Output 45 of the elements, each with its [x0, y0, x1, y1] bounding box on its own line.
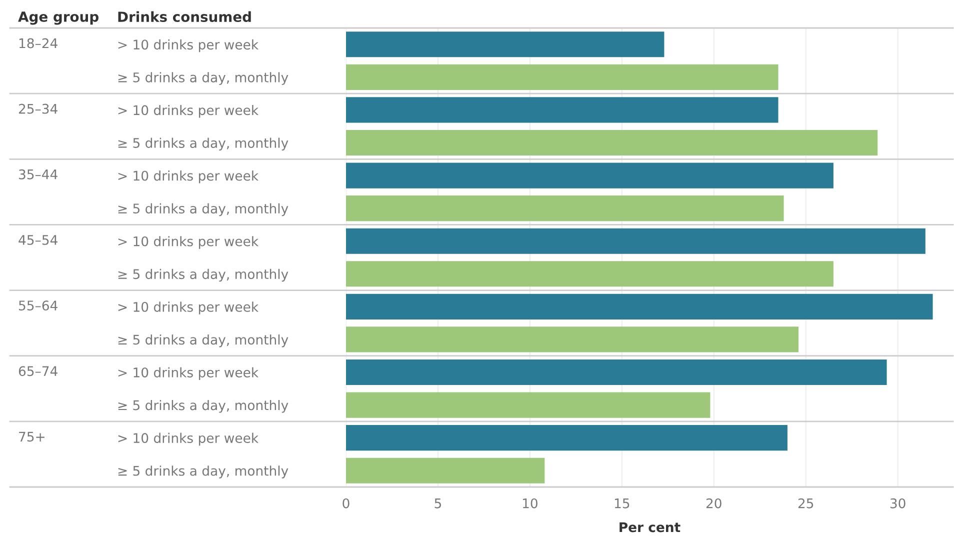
bar: [346, 359, 887, 386]
x-tick-label: 15: [614, 498, 630, 508]
x-tick-label: 25: [798, 498, 814, 508]
x-tick-label: 30: [890, 498, 906, 508]
y-tick-label: ≥ 5 drinks a day, monthly: [118, 400, 288, 413]
text: 25–34: [18, 104, 58, 114]
y-tick-label: ≥ 5 drinks a day, monthly: [118, 334, 288, 348]
text: Age group: [18, 12, 98, 25]
x-tick-label: 20: [706, 498, 722, 508]
y-tick-label: > 10 drinks per week: [118, 39, 259, 52]
bar: [346, 32, 664, 58]
y-tick-label: > 10 drinks per week: [118, 302, 259, 314]
bar: [346, 162, 834, 188]
bar: [346, 392, 710, 418]
bar: [346, 294, 933, 320]
y-tick-label: ≥ 5 drinks a day, monthly: [118, 203, 288, 216]
text: 55–64: [19, 300, 58, 311]
y-tick-label: ≥ 5 drinks a day, monthly: [118, 268, 288, 282]
y-tick-label: ≥ 5 drinks a day, monthly: [118, 138, 288, 151]
bar: [346, 425, 788, 451]
bar: [346, 458, 545, 484]
bar: [346, 130, 878, 156]
bar: [346, 326, 798, 352]
text: 45–54: [18, 235, 58, 245]
x-axis-title: Per cent: [620, 522, 680, 532]
bar: [346, 228, 926, 254]
y-tick-label: > 10 drinks per week: [118, 367, 259, 380]
text: 35–44: [19, 169, 58, 180]
x-tick-label: 10: [522, 498, 538, 508]
bar: [346, 196, 784, 222]
y-tick-label: > 10 drinks per week: [118, 432, 259, 446]
bar: [346, 261, 834, 287]
y-tick-label: > 10 drinks per week: [118, 104, 259, 118]
text: 18–24: [19, 38, 58, 48]
y-tick-label: ≥ 5 drinks a day, monthly: [118, 72, 288, 85]
text: 65–74: [18, 366, 58, 376]
x-tick-label: 0: [342, 498, 350, 508]
y-tick-label: > 10 drinks per week: [118, 236, 259, 249]
x-tick-label: 5: [434, 498, 442, 508]
y-tick-label: ≥ 5 drinks a day, monthly: [118, 466, 288, 478]
text: Drinks consumed: [118, 11, 251, 22]
text: 75+: [19, 432, 44, 442]
bar: [346, 97, 778, 123]
y-tick-label: > 10 drinks per week: [118, 170, 259, 184]
bar: [346, 64, 778, 90]
